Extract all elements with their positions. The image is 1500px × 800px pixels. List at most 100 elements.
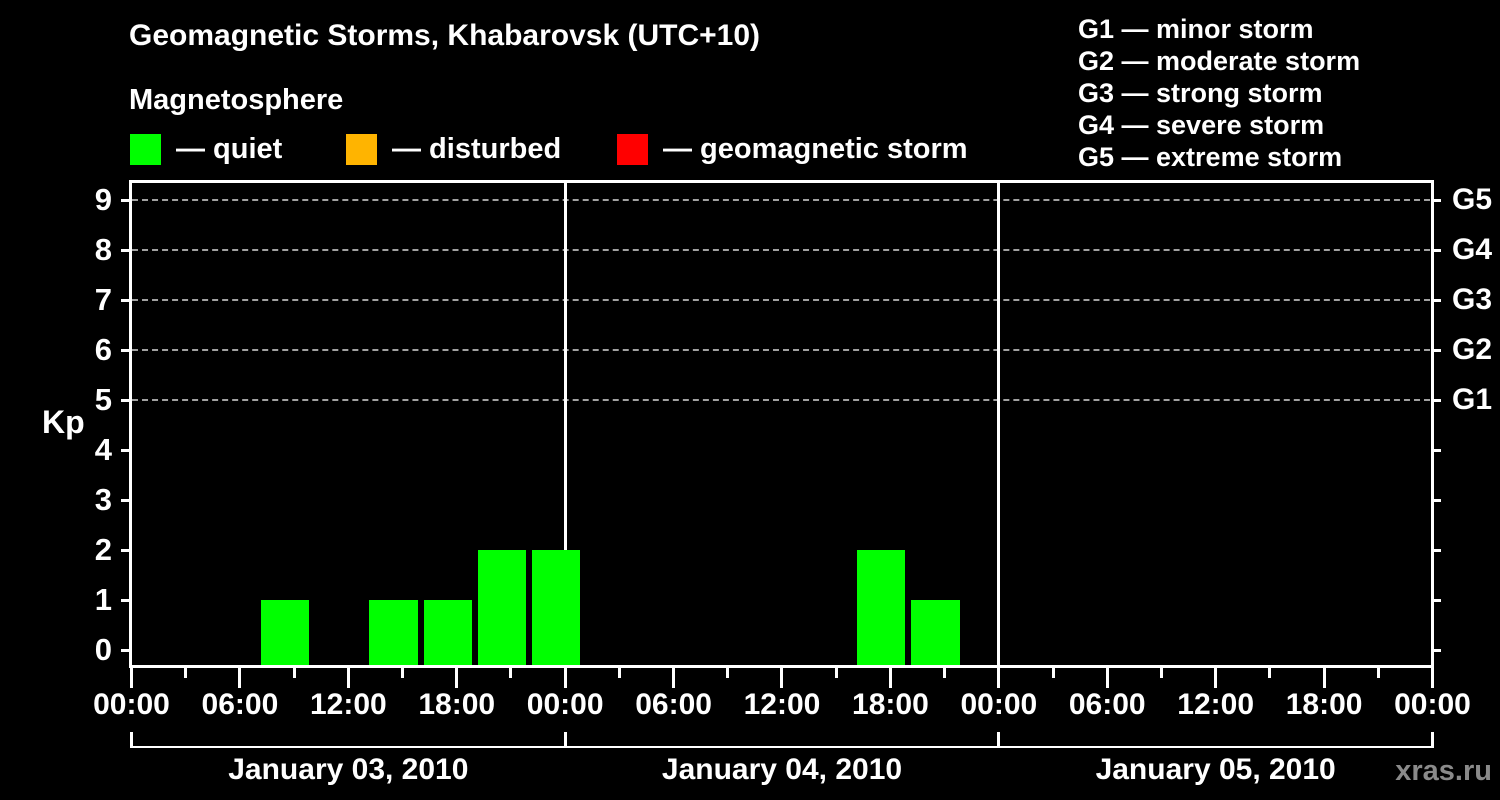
y-axis-tick: [121, 448, 131, 452]
gridline-kp5: [132, 399, 1430, 401]
x-axis-tick-label: 00:00: [93, 688, 170, 721]
legend-item-quiet: — quiet: [130, 133, 283, 165]
x-axis-minor-tick: [509, 668, 513, 678]
gridline-kp7: [132, 299, 1430, 301]
x-axis-tick-label: 18:00: [852, 688, 929, 721]
disturbed-color-swatch: [346, 134, 377, 165]
x-axis-tick-label: 18:00: [418, 688, 496, 721]
x-axis-minor-tick: [1051, 668, 1055, 678]
x-axis-major-tick: [780, 668, 784, 688]
watermark: xras.ru: [1395, 755, 1492, 787]
g-scale-label: G2: [1452, 333, 1493, 366]
x-axis-minor-tick: [943, 668, 947, 678]
day-bracket: [130, 746, 1434, 748]
g-scale-label: G3: [1452, 283, 1493, 316]
right-axis-tick: [1431, 298, 1441, 302]
x-axis-major-tick: [238, 668, 242, 688]
y-axis-tick-label: 5: [94, 382, 112, 417]
day-divider-line: [563, 183, 567, 665]
x-axis-tick-label: 00:00: [1394, 688, 1471, 721]
x-axis-major-tick: [997, 668, 1001, 688]
y-axis-tick: [121, 598, 131, 602]
y-axis-tick: [121, 498, 131, 502]
x-axis-major-tick: [563, 668, 567, 688]
quiet-label: — quiet: [176, 133, 283, 165]
x-axis-minor-tick: [726, 668, 730, 678]
geomagnetic-storm-color-swatch: [617, 134, 648, 165]
right-axis-tick: [1431, 398, 1441, 402]
x-axis-minor-tick: [1268, 668, 1272, 678]
y-axis-tick-label: 1: [94, 582, 112, 617]
g-scale-label: G1: [1452, 383, 1493, 416]
x-axis-tick-label: 06:00: [1068, 688, 1146, 721]
kp-bar: [857, 550, 906, 665]
y-axis-tick-label: 6: [94, 332, 112, 367]
y-axis-tick: [121, 248, 131, 252]
day-bracket-tick: [997, 732, 1001, 748]
x-axis-major-tick: [1105, 668, 1109, 688]
y-axis-tick: [121, 198, 131, 202]
x-axis-major-tick: [1430, 668, 1434, 688]
day-divider-line: [997, 183, 1001, 665]
x-axis-tick-label: 06:00: [635, 688, 712, 721]
x-axis-tick-label: 12:00: [309, 688, 387, 721]
date-label: January 03, 2010: [228, 753, 469, 786]
x-axis-minor-tick: [1159, 668, 1163, 678]
day-bracket-tick: [130, 732, 133, 748]
page-title: Geomagnetic Storms, Khabarovsk (UTC+10): [129, 19, 761, 52]
x-axis-major-tick: [1214, 668, 1218, 688]
x-axis-major-tick: [1322, 668, 1326, 688]
gridline-kp6: [132, 349, 1430, 351]
g5-legend-line: G5 — extreme storm: [1078, 142, 1343, 172]
right-axis-tick: [1431, 248, 1441, 252]
x-axis-minor-tick: [292, 668, 296, 678]
day-bracket-tick: [563, 732, 567, 748]
x-axis-tick-label: 00:00: [960, 688, 1038, 721]
x-axis-major-tick: [672, 668, 676, 688]
kp-bar: [369, 600, 418, 665]
y-axis-tick-label: 0: [94, 632, 112, 667]
x-axis-major-tick: [130, 668, 133, 688]
date-label: January 04, 2010: [661, 753, 903, 786]
x-axis-tick-label: 12:00: [1177, 688, 1255, 721]
right-axis-tick: [1431, 648, 1441, 652]
x-axis-minor-tick: [617, 668, 621, 678]
x-axis-minor-tick: [1376, 668, 1380, 678]
kp-bar: [477, 550, 527, 665]
y-axis-title: Kp: [42, 404, 85, 440]
y-axis-tick-label: 2: [94, 532, 112, 567]
magnetosphere-label: Magnetosphere: [129, 84, 344, 116]
right-axis-tick: [1431, 198, 1441, 202]
x-axis-minor-tick: [834, 668, 838, 678]
x-axis-tick-label: 06:00: [201, 688, 279, 721]
kp-bar: [911, 600, 960, 665]
y-axis-tick: [121, 548, 131, 552]
y-axis-tick-label: 9: [94, 182, 112, 217]
g-scale-label: G5: [1452, 183, 1493, 216]
disturbed-label: — disturbed: [392, 133, 562, 165]
kp-bar: [423, 600, 472, 665]
legend-item-disturbed: — disturbed: [346, 133, 562, 165]
y-axis-tick: [121, 398, 131, 402]
g2-legend-line: G2 — moderate storm: [1078, 46, 1361, 76]
x-axis-tick-label: 00:00: [526, 688, 604, 721]
y-axis-tick-label: 4: [94, 432, 112, 467]
kp-bar: [260, 600, 310, 665]
x-axis-minor-tick: [184, 668, 188, 678]
gridline-kp8: [132, 249, 1430, 251]
right-axis-tick: [1431, 548, 1441, 552]
y-axis-tick-label: 7: [94, 282, 112, 317]
legend-item-geomagnetic-storm: — geomagnetic storm: [617, 133, 968, 165]
g-scale-label: G4: [1452, 233, 1493, 266]
storm-scale-legend: G1 — minor storm G2 — moderate storm G3 …: [1078, 13, 1360, 173]
y-axis-tick: [121, 348, 131, 352]
x-axis-tick-label: 18:00: [1285, 688, 1363, 721]
g4-legend-line: G4 — severe storm: [1078, 110, 1325, 140]
right-axis-tick: [1431, 348, 1441, 352]
x-axis-major-tick: [455, 668, 459, 688]
x-axis-major-tick: [346, 668, 350, 688]
g1-legend-line: G1 — minor storm: [1078, 14, 1314, 44]
date-label: January 05, 2010: [1095, 753, 1336, 786]
